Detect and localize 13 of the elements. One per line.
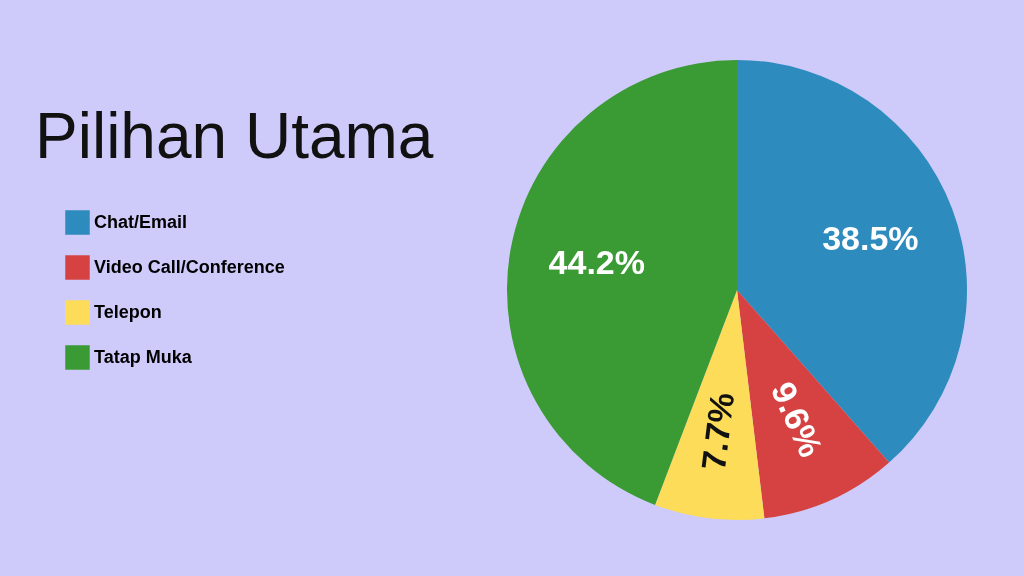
legend-label: Telepon bbox=[94, 301, 162, 322]
legend-label: Tatap Muka bbox=[94, 346, 193, 367]
data-label: 9.6% bbox=[763, 376, 831, 463]
pie-slice bbox=[655, 290, 765, 520]
data-label: 7.7% bbox=[693, 390, 742, 473]
text: Pilihan Utama bbox=[35, 100, 434, 172]
data-label: 38.5% bbox=[822, 218, 919, 257]
data-label: 44.2% bbox=[548, 243, 645, 282]
legend-label: Chat/Email bbox=[94, 211, 188, 232]
legend-label: Video Call/Conference bbox=[94, 256, 285, 277]
pie-slice bbox=[507, 60, 737, 505]
pie-slice bbox=[737, 290, 890, 519]
pie-slice bbox=[737, 60, 967, 463]
